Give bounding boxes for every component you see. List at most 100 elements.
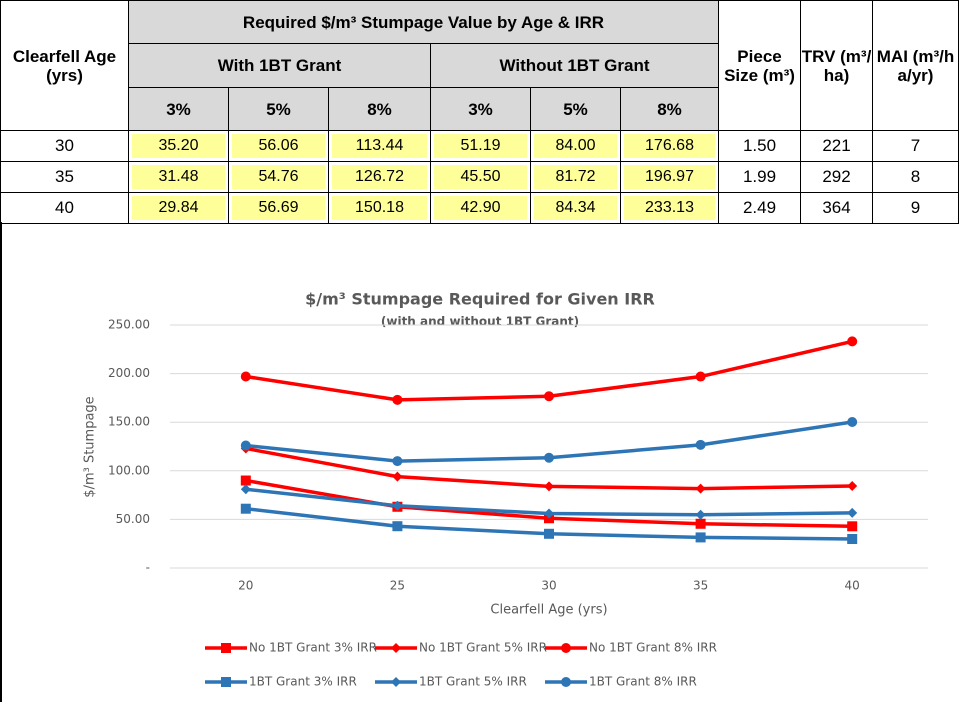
table-cell: 364 <box>800 192 874 224</box>
x-tick-label: 30 <box>541 579 556 593</box>
header-cell: MAI (m³/h a/yr) <box>872 0 960 131</box>
marker <box>847 481 858 492</box>
marker <box>240 371 251 382</box>
marker <box>240 440 251 451</box>
y-tick-label: 150.00 <box>108 415 150 429</box>
table-cell: 45.50 <box>430 161 531 193</box>
header-cell: With 1BT Grant <box>128 43 431 88</box>
series-line <box>245 339 853 402</box>
table-cell: 196.97 <box>619 161 720 193</box>
rate-header: 8% <box>328 87 431 131</box>
stumpage-table: Clearfell Age (yrs) Required $/m³ Stumpa… <box>0 0 960 224</box>
table-cell: 1.50 <box>718 130 802 162</box>
table-cell: 150.18 <box>328 192 431 224</box>
legend-marker <box>391 677 401 687</box>
table-cell: 35.20 <box>128 130 229 162</box>
marker <box>695 439 706 450</box>
marker <box>544 391 554 402</box>
y-tick-label: - <box>146 561 150 575</box>
y-tick-label: 200.00 <box>108 366 150 380</box>
marker <box>695 509 706 520</box>
table-cell: 35 <box>0 161 129 193</box>
marker <box>695 371 706 382</box>
marker <box>392 500 403 511</box>
table-cell: 56.06 <box>228 130 329 162</box>
header-cell: TRV (m³/ ha) <box>800 0 874 131</box>
legend-label: No 1BT Grant 8% IRR <box>589 641 717 655</box>
table-cell: 113.44 <box>328 130 431 162</box>
x-tick-label: 20 <box>238 579 253 593</box>
table-cell: 51.19 <box>430 130 531 162</box>
legend-label: 1BT Grant 5% IRR <box>419 675 527 689</box>
y-axis-title: $/m³ Stumpage <box>83 396 98 497</box>
header-cell: Without 1BT Grant <box>429 43 720 88</box>
table-cell: 30 <box>0 130 129 162</box>
legend-marker <box>221 643 231 653</box>
marker <box>847 521 858 532</box>
rate-header: 8% <box>619 87 720 131</box>
marker <box>847 417 858 428</box>
table-cell: 31.48 <box>128 161 229 193</box>
marker <box>240 503 251 514</box>
marker <box>544 528 554 539</box>
chart-title: $/m³ Stumpage Required for Given IRR <box>305 290 655 309</box>
header-cell: Clearfell Age (yrs) <box>0 0 129 131</box>
legend-label: 1BT Grant 3% IRR <box>249 675 357 689</box>
table-cell: 42.90 <box>430 192 531 224</box>
table-cell: 54.76 <box>228 161 329 193</box>
y-tick-label: 50.00 <box>116 512 150 526</box>
legend-marker <box>561 677 571 687</box>
marker <box>695 483 706 494</box>
marker <box>847 507 858 518</box>
marker <box>392 521 403 532</box>
legend-marker <box>561 643 571 653</box>
x-tick-label: 25 <box>390 579 405 593</box>
rate-header: 3% <box>128 87 229 131</box>
table-cell: 1.99 <box>718 161 802 193</box>
marker <box>847 336 858 347</box>
table-cell: 81.72 <box>530 161 621 193</box>
table-cell: 292 <box>800 161 874 193</box>
marker <box>847 533 858 544</box>
table-cell: 84.00 <box>530 130 621 162</box>
chart-subtitle: (with and without 1BT Grant) <box>381 315 579 329</box>
legend-label: No 1BT Grant 3% IRR <box>249 641 377 655</box>
table-cell: 29.84 <box>128 192 229 224</box>
table-cell: 40 <box>0 192 129 224</box>
y-tick-label: 100.00 <box>108 463 150 477</box>
table-cell: 56.69 <box>228 192 329 224</box>
legend-label: No 1BT Grant 5% IRR <box>419 641 547 655</box>
y-tick-label: 250.00 <box>108 318 150 332</box>
marker <box>392 394 403 405</box>
marker <box>695 532 706 543</box>
table-cell: 126.72 <box>328 161 431 193</box>
legend-marker <box>391 643 401 653</box>
marker <box>544 452 554 463</box>
marker <box>544 481 554 492</box>
rate-header: 3% <box>430 87 531 131</box>
table-cell: 84.34 <box>530 192 621 224</box>
x-tick-label: 35 <box>693 579 708 593</box>
header-cell: Piece Size (m³) <box>718 0 802 131</box>
marker <box>392 471 403 482</box>
table-cell: 233.13 <box>619 192 720 224</box>
table-cell: 7 <box>872 130 960 162</box>
chart: $/m³ Stumpage Required for Given IRR (wit… <box>0 222 928 702</box>
table-cell: 9 <box>872 192 960 224</box>
x-axis-title: Clearfell Age (yrs) <box>490 603 607 618</box>
table-cell: 221 <box>800 130 874 162</box>
marker <box>240 475 251 486</box>
table-cell: 8 <box>872 161 960 193</box>
rate-header: 5% <box>530 87 621 131</box>
marker <box>240 484 251 495</box>
table-cell: 2.49 <box>718 192 802 224</box>
legend-label: 1BT Grant 8% IRR <box>589 675 697 689</box>
legend-marker <box>221 677 231 687</box>
marker <box>392 456 403 467</box>
marker <box>544 508 554 519</box>
marker <box>695 518 706 529</box>
rate-header: 5% <box>228 87 329 131</box>
table-cell: 176.68 <box>619 130 720 162</box>
header-cell: Required $/m³ Stumpage Value by Age & IR… <box>127 0 720 44</box>
